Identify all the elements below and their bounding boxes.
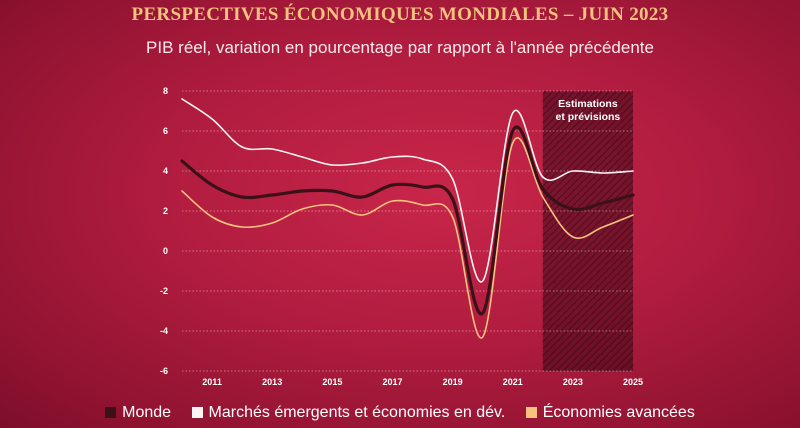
legend-swatch-emergents: [191, 407, 203, 418]
legend: Monde Marchés émergents et économies en …: [0, 404, 800, 422]
annotation-line-1: Estimations: [558, 98, 618, 110]
series-line-avancees: [181, 137, 634, 339]
x-tick-label: 2019: [443, 377, 463, 387]
chart-title: PERSPECTIVES ÉCONOMIQUES MONDIALES – JUI…: [131, 4, 669, 25]
y-tick-label: 6: [163, 126, 168, 136]
x-tick-label: 2017: [382, 377, 402, 387]
legend-item-monde: Monde: [105, 404, 171, 422]
y-tick-label: 8: [163, 86, 168, 96]
y-tick-label: -2: [160, 286, 168, 296]
x-tick-label: 2015: [322, 377, 342, 387]
legend-swatch-avancees: [525, 407, 537, 418]
x-tick-label: 2021: [503, 377, 523, 387]
x-tick-label: 2011: [202, 377, 222, 387]
chart-subtitle: PIB réel, variation en pourcentage par r…: [146, 38, 654, 57]
x-tick-label: 2025: [623, 377, 643, 387]
legend-label-monde: Monde: [122, 404, 172, 421]
annotation-line-2: et prévisions: [556, 111, 621, 123]
y-tick-label: 4: [163, 166, 168, 176]
legend-item-avancees: Économies avancées: [525, 404, 695, 422]
y-tick-label: 2: [163, 206, 168, 216]
series-line-monde: [180, 125, 635, 316]
x-tick-label: 2023: [563, 377, 583, 387]
legend-label-avancees: Économies avancées: [542, 404, 695, 421]
legend-item-emergents: Marchés émergents et économies en dév.: [191, 404, 506, 422]
series-line-emergents: [181, 98, 634, 283]
y-tick-label: -6: [160, 366, 168, 376]
forecast-shaded-region: [542, 91, 633, 371]
y-tick-label: 0: [163, 246, 168, 256]
legend-swatch-monde: [105, 407, 117, 418]
y-tick-label: -4: [160, 326, 168, 336]
legend-label-emergents: Marchés émergents et économies en dév.: [208, 404, 506, 421]
x-tick-label: 2013: [262, 377, 282, 387]
